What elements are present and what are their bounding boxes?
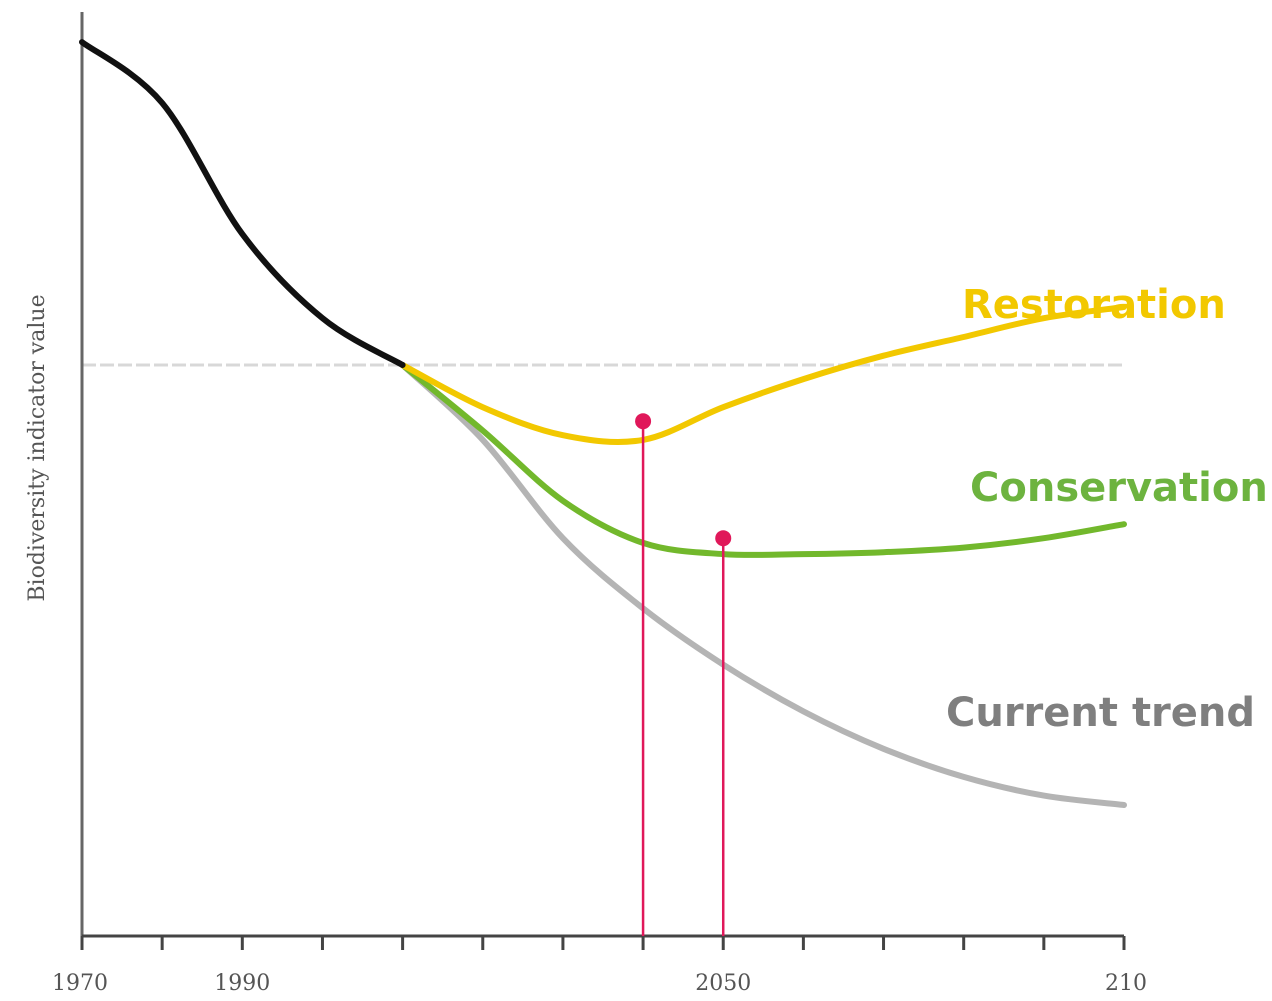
x-tick-label: 210 bbox=[1105, 971, 1147, 996]
current-trend-label: Current trend bbox=[946, 690, 1255, 736]
restoration-line bbox=[399, 304, 1127, 445]
y-axis-label: Biodiversity indicator value bbox=[25, 294, 50, 601]
conservation-label: Conservation bbox=[970, 465, 1268, 511]
marker-dot bbox=[635, 413, 652, 430]
conservation-line bbox=[399, 362, 1127, 559]
current-trend-line bbox=[399, 362, 1127, 808]
marker-dot bbox=[715, 530, 732, 547]
restoration-label: Restoration bbox=[962, 282, 1226, 328]
x-tick-label: 1990 bbox=[214, 971, 270, 996]
x-tick-label: 1970 bbox=[52, 971, 108, 996]
historical-line bbox=[79, 39, 406, 368]
x-tick-label: 2050 bbox=[695, 971, 751, 996]
